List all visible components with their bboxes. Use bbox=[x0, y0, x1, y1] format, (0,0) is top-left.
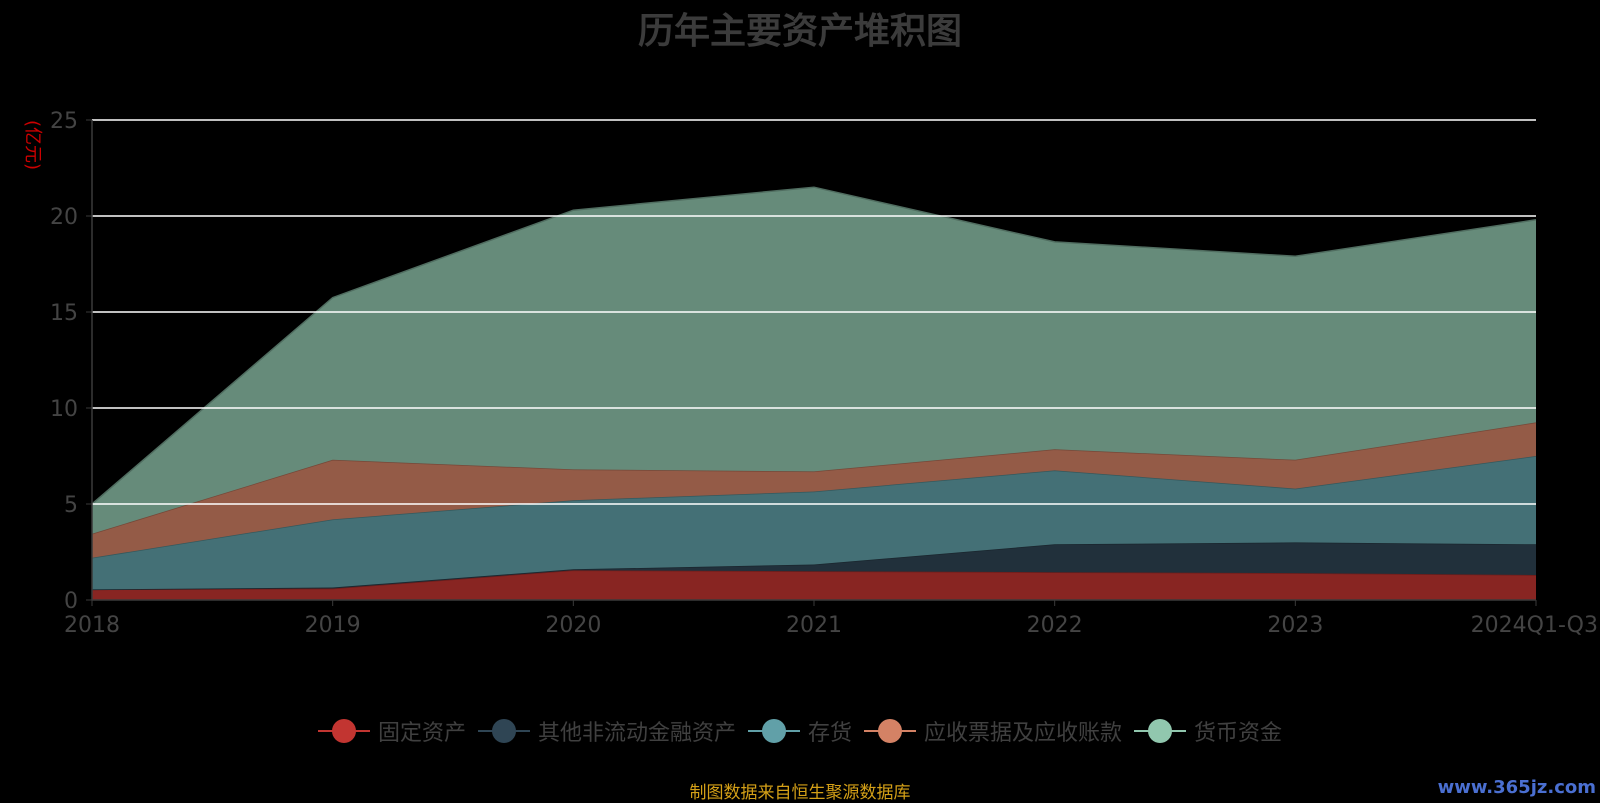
legend-marker-icon bbox=[747, 716, 800, 746]
area-series-1 bbox=[92, 542, 1536, 590]
legend-item-4[interactable]: 货币资金 bbox=[1134, 715, 1282, 747]
legend-marker-icon bbox=[1134, 716, 1187, 746]
y-tick-label: 15 bbox=[50, 301, 78, 326]
area-series-4 bbox=[92, 187, 1536, 534]
gridlines bbox=[92, 119, 1536, 505]
area-series-3 bbox=[92, 422, 1536, 558]
legend: 固定资产 其他非流动金融资产 存货 应收票据及应收账款 货币资金 bbox=[0, 715, 1600, 747]
legend-marker-icon bbox=[864, 716, 916, 746]
x-tick-label: 2024Q1-Q3 bbox=[1471, 613, 1598, 638]
legend-item-1[interactable]: 其他非流动金融资产 bbox=[477, 715, 736, 747]
x-tick-label: 2023 bbox=[1267, 613, 1323, 638]
legend-label: 其他非流动金融资产 bbox=[537, 721, 736, 746]
y-tick-label: 0 bbox=[64, 589, 78, 614]
source-note: 制图数据来自恒生聚源数据库 bbox=[689, 783, 911, 803]
watermark: www.365jz.com bbox=[1437, 777, 1596, 798]
axes: 0 5 10 15 20 25 2018 2019 2020 2021 2022 2023 2024Q1… bbox=[50, 109, 1598, 638]
legend-marker-icon bbox=[477, 716, 530, 746]
area-series-2 bbox=[92, 456, 1536, 590]
x-tick-label: 2019 bbox=[305, 613, 361, 638]
y-tick-label: 20 bbox=[50, 205, 78, 230]
legend-label: 存货 bbox=[807, 721, 852, 746]
legend-item-0[interactable]: 固定资产 bbox=[317, 715, 466, 747]
legend-label: 应收票据及应收账款 bbox=[924, 721, 1123, 746]
legend-marker-icon bbox=[317, 716, 370, 746]
area-series-0 bbox=[92, 570, 1536, 600]
y-tick-label: 25 bbox=[50, 109, 78, 134]
x-tick-label: 2018 bbox=[64, 613, 120, 638]
legend-item-3[interactable]: 应收票据及应收账款 bbox=[864, 715, 1122, 747]
area-layers bbox=[91, 186, 1537, 600]
legend-item-2[interactable]: 存货 bbox=[747, 715, 852, 747]
chart-title: 历年主要资产堆积图 bbox=[637, 11, 962, 52]
y-tick-label: 5 bbox=[64, 493, 78, 518]
legend-label: 固定资产 bbox=[377, 721, 466, 746]
y-tick-label: 10 bbox=[50, 397, 78, 422]
x-tick-label: 2020 bbox=[545, 613, 601, 638]
legend-label: 货币资金 bbox=[1194, 721, 1283, 746]
series-line-4 bbox=[91, 186, 1537, 505]
x-tick-label: 2022 bbox=[1027, 613, 1083, 638]
y-axis-label: (亿元) bbox=[22, 120, 43, 170]
x-tick-label: 2021 bbox=[786, 613, 842, 638]
